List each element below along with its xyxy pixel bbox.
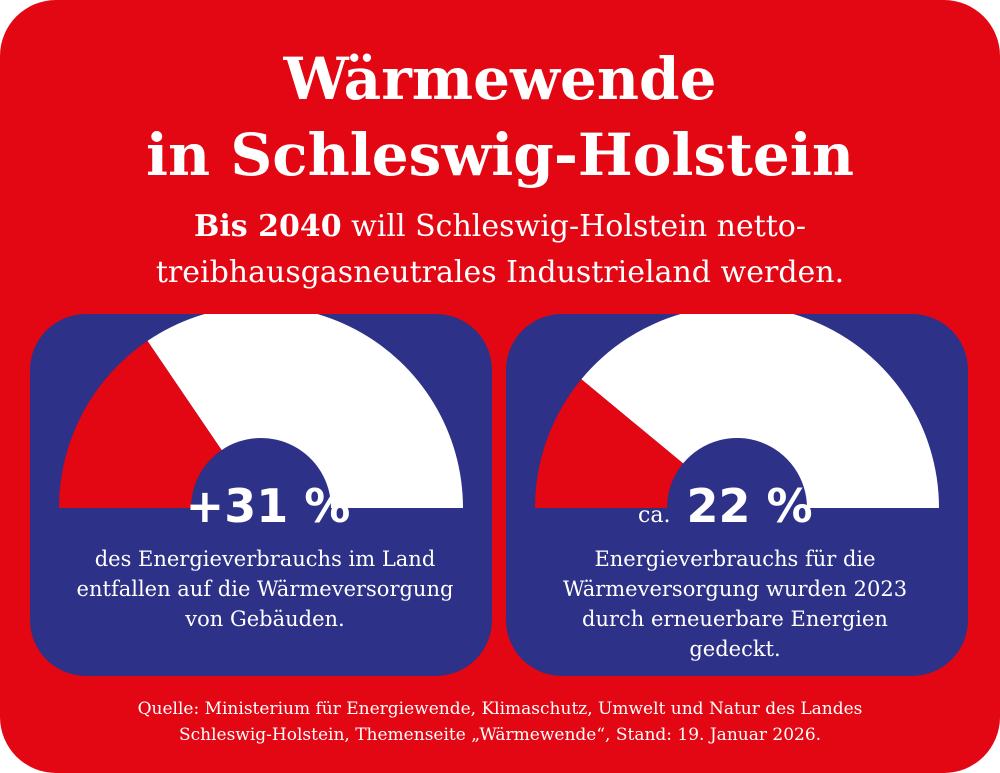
- description-right: Energieverbrauchs für die Wärmeversorgun…: [530, 544, 940, 664]
- subtitle-line-1-rest: will Schleswig-Holstein netto-: [341, 209, 807, 244]
- description-left-line-2: entfallen auf die Wärmeversorgung: [76, 577, 454, 601]
- gauge-chart-right: [535, 314, 939, 508]
- subtitle-bold: Bis 2040: [193, 209, 342, 244]
- description-left: des Energieverbrauchs im Land entfallen …: [60, 544, 470, 634]
- subtitle: Bis 2040 will Schleswig-Holstein netto-t…: [60, 204, 940, 296]
- value-label-left: +31 %: [168, 476, 368, 536]
- value-text-right: 22 %: [686, 479, 813, 533]
- title-line-2: in Schleswig-Holstein: [145, 121, 854, 189]
- gauge-chart-left: [59, 314, 463, 508]
- subtitle-line-2: treibhausgasneutrales Industrieland werd…: [155, 255, 845, 290]
- source-line-1: Quelle: Ministerium für Energiewende, Kl…: [137, 699, 863, 719]
- description-right-line-1: Energieverbrauchs für die: [594, 547, 876, 571]
- description-right-line-3: durch erneuerbare Energien: [582, 607, 888, 631]
- value-text-left: +31 %: [185, 479, 351, 533]
- gauge-filled-right: [535, 379, 684, 508]
- source-line-2: Schleswig-Holstein, Themenseite „Wärmewe…: [178, 725, 822, 745]
- title-line-1: Wärmewende: [283, 45, 717, 113]
- gauge-panel-right: [506, 314, 968, 676]
- gauge-panel-left: [30, 314, 492, 676]
- gauge-remaining-left: [147, 314, 463, 508]
- value-prefix-right: ca.: [638, 503, 671, 528]
- gauge-remaining-right: [581, 314, 939, 508]
- description-left-line-1: des Energieverbrauchs im Land: [94, 547, 436, 571]
- source-note: Quelle: Ministerium für Energiewende, Kl…: [40, 696, 960, 748]
- description-right-line-2: Wärmeversorgung wurden 2023: [562, 577, 908, 601]
- description-left-line-3: von Gebäuden.: [185, 607, 345, 631]
- value-label-right: ca. 22 %: [638, 476, 813, 546]
- gauge-filled-left: [59, 340, 222, 508]
- description-right-line-4: gedeckt.: [689, 637, 781, 661]
